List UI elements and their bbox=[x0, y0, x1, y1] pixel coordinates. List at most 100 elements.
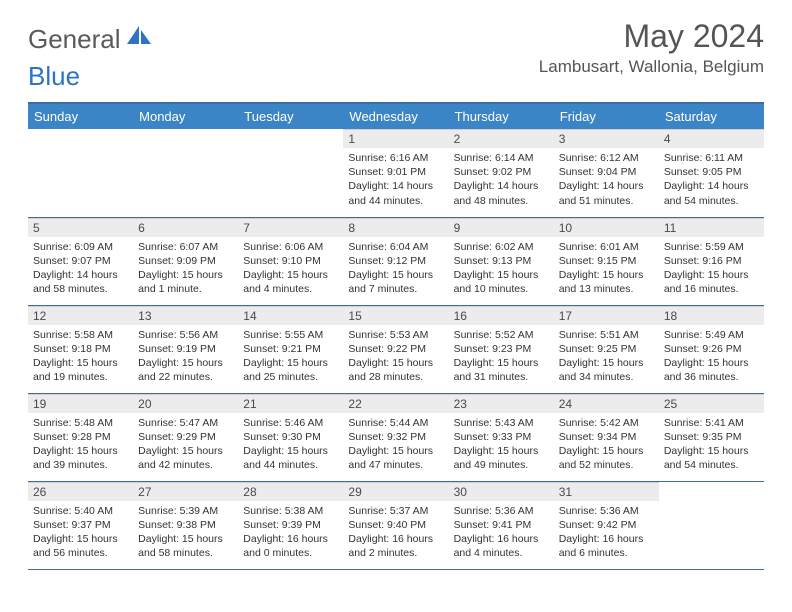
calendar-day-cell: 17Sunrise: 5:51 AMSunset: 9:25 PMDayligh… bbox=[554, 305, 659, 393]
calendar-day-cell: 10Sunrise: 6:01 AMSunset: 9:15 PMDayligh… bbox=[554, 217, 659, 305]
day-number: 22 bbox=[343, 394, 448, 413]
weekday-header: Friday bbox=[554, 103, 659, 129]
weekday-header-row: SundayMondayTuesdayWednesdayThursdayFrid… bbox=[28, 103, 764, 129]
day-number: 8 bbox=[343, 218, 448, 237]
day-details: Sunrise: 6:11 AMSunset: 9:05 PMDaylight:… bbox=[659, 148, 764, 212]
calendar-day-cell: 8Sunrise: 6:04 AMSunset: 9:12 PMDaylight… bbox=[343, 217, 448, 305]
weekday-header: Wednesday bbox=[343, 103, 448, 129]
day-number: 23 bbox=[449, 394, 554, 413]
day-details: Sunrise: 6:04 AMSunset: 9:12 PMDaylight:… bbox=[343, 237, 448, 301]
calendar-week-row: 19Sunrise: 5:48 AMSunset: 9:28 PMDayligh… bbox=[28, 393, 764, 481]
calendar-day-cell: 21Sunrise: 5:46 AMSunset: 9:30 PMDayligh… bbox=[238, 393, 343, 481]
day-details: Sunrise: 5:55 AMSunset: 9:21 PMDaylight:… bbox=[238, 325, 343, 389]
calendar-week-row: 26Sunrise: 5:40 AMSunset: 9:37 PMDayligh… bbox=[28, 481, 764, 569]
calendar-day-cell: .. bbox=[28, 129, 133, 217]
brand-part2: Blue bbox=[28, 61, 80, 92]
day-number: 12 bbox=[28, 306, 133, 325]
day-number: 13 bbox=[133, 306, 238, 325]
month-title: May 2024 bbox=[539, 18, 764, 55]
day-number: 29 bbox=[343, 482, 448, 501]
day-details: Sunrise: 5:59 AMSunset: 9:16 PMDaylight:… bbox=[659, 237, 764, 301]
calendar-table: SundayMondayTuesdayWednesdayThursdayFrid… bbox=[28, 102, 764, 570]
day-number: 31 bbox=[554, 482, 659, 501]
calendar-day-cell: 2Sunrise: 6:14 AMSunset: 9:02 PMDaylight… bbox=[449, 129, 554, 217]
day-number: 9 bbox=[449, 218, 554, 237]
weekday-header: Thursday bbox=[449, 103, 554, 129]
weekday-header: Sunday bbox=[28, 103, 133, 129]
day-number: 2 bbox=[449, 129, 554, 148]
day-number: 17 bbox=[554, 306, 659, 325]
calendar-day-cell: 31Sunrise: 5:36 AMSunset: 9:42 PMDayligh… bbox=[554, 481, 659, 569]
day-details: Sunrise: 5:36 AMSunset: 9:41 PMDaylight:… bbox=[449, 501, 554, 565]
day-details: Sunrise: 5:49 AMSunset: 9:26 PMDaylight:… bbox=[659, 325, 764, 389]
calendar-day-cell: 7Sunrise: 6:06 AMSunset: 9:10 PMDaylight… bbox=[238, 217, 343, 305]
day-number: 1 bbox=[343, 129, 448, 148]
weekday-header: Saturday bbox=[659, 103, 764, 129]
calendar-body: ......1Sunrise: 6:16 AMSunset: 9:01 PMDa… bbox=[28, 129, 764, 569]
calendar-day-cell: 1Sunrise: 6:16 AMSunset: 9:01 PMDaylight… bbox=[343, 129, 448, 217]
day-number: 27 bbox=[133, 482, 238, 501]
day-number: 30 bbox=[449, 482, 554, 501]
calendar-day-cell: .. bbox=[238, 129, 343, 217]
calendar-week-row: ......1Sunrise: 6:16 AMSunset: 9:01 PMDa… bbox=[28, 129, 764, 217]
day-details: Sunrise: 5:38 AMSunset: 9:39 PMDaylight:… bbox=[238, 501, 343, 565]
calendar-day-cell: 28Sunrise: 5:38 AMSunset: 9:39 PMDayligh… bbox=[238, 481, 343, 569]
day-details: Sunrise: 5:39 AMSunset: 9:38 PMDaylight:… bbox=[133, 501, 238, 565]
calendar-day-cell: 15Sunrise: 5:53 AMSunset: 9:22 PMDayligh… bbox=[343, 305, 448, 393]
day-details: Sunrise: 5:53 AMSunset: 9:22 PMDaylight:… bbox=[343, 325, 448, 389]
calendar-week-row: 12Sunrise: 5:58 AMSunset: 9:18 PMDayligh… bbox=[28, 305, 764, 393]
day-details: Sunrise: 5:41 AMSunset: 9:35 PMDaylight:… bbox=[659, 413, 764, 477]
calendar-day-cell: .. bbox=[133, 129, 238, 217]
day-number: 15 bbox=[343, 306, 448, 325]
day-details: Sunrise: 6:07 AMSunset: 9:09 PMDaylight:… bbox=[133, 237, 238, 301]
calendar-day-cell: 26Sunrise: 5:40 AMSunset: 9:37 PMDayligh… bbox=[28, 481, 133, 569]
day-number: 21 bbox=[238, 394, 343, 413]
day-details: Sunrise: 5:52 AMSunset: 9:23 PMDaylight:… bbox=[449, 325, 554, 389]
calendar-day-cell: 11Sunrise: 5:59 AMSunset: 9:16 PMDayligh… bbox=[659, 217, 764, 305]
calendar-day-cell: 24Sunrise: 5:42 AMSunset: 9:34 PMDayligh… bbox=[554, 393, 659, 481]
day-number: 28 bbox=[238, 482, 343, 501]
day-details: Sunrise: 5:36 AMSunset: 9:42 PMDaylight:… bbox=[554, 501, 659, 565]
calendar-day-cell: 30Sunrise: 5:36 AMSunset: 9:41 PMDayligh… bbox=[449, 481, 554, 569]
day-number: 26 bbox=[28, 482, 133, 501]
calendar-day-cell: 22Sunrise: 5:44 AMSunset: 9:32 PMDayligh… bbox=[343, 393, 448, 481]
calendar-week-row: 5Sunrise: 6:09 AMSunset: 9:07 PMDaylight… bbox=[28, 217, 764, 305]
calendar-day-cell: 12Sunrise: 5:58 AMSunset: 9:18 PMDayligh… bbox=[28, 305, 133, 393]
day-number: 18 bbox=[659, 306, 764, 325]
day-details: Sunrise: 5:51 AMSunset: 9:25 PMDaylight:… bbox=[554, 325, 659, 389]
day-details: Sunrise: 5:56 AMSunset: 9:19 PMDaylight:… bbox=[133, 325, 238, 389]
day-details: Sunrise: 5:46 AMSunset: 9:30 PMDaylight:… bbox=[238, 413, 343, 477]
day-number: 3 bbox=[554, 129, 659, 148]
day-details: Sunrise: 5:40 AMSunset: 9:37 PMDaylight:… bbox=[28, 501, 133, 565]
day-number: 19 bbox=[28, 394, 133, 413]
day-details: Sunrise: 5:44 AMSunset: 9:32 PMDaylight:… bbox=[343, 413, 448, 477]
day-number: 4 bbox=[659, 129, 764, 148]
calendar-day-cell: 5Sunrise: 6:09 AMSunset: 9:07 PMDaylight… bbox=[28, 217, 133, 305]
calendar-day-cell: 14Sunrise: 5:55 AMSunset: 9:21 PMDayligh… bbox=[238, 305, 343, 393]
weekday-header: Tuesday bbox=[238, 103, 343, 129]
brand-part1: General bbox=[28, 24, 121, 55]
calendar-day-cell: 29Sunrise: 5:37 AMSunset: 9:40 PMDayligh… bbox=[343, 481, 448, 569]
location-text: Lambusart, Wallonia, Belgium bbox=[539, 57, 764, 77]
calendar-day-cell: 16Sunrise: 5:52 AMSunset: 9:23 PMDayligh… bbox=[449, 305, 554, 393]
day-number: 20 bbox=[133, 394, 238, 413]
day-details: Sunrise: 6:16 AMSunset: 9:01 PMDaylight:… bbox=[343, 148, 448, 212]
calendar-day-cell: 25Sunrise: 5:41 AMSunset: 9:35 PMDayligh… bbox=[659, 393, 764, 481]
day-number: 25 bbox=[659, 394, 764, 413]
calendar-day-cell: 19Sunrise: 5:48 AMSunset: 9:28 PMDayligh… bbox=[28, 393, 133, 481]
calendar-day-cell: 6Sunrise: 6:07 AMSunset: 9:09 PMDaylight… bbox=[133, 217, 238, 305]
day-number: 14 bbox=[238, 306, 343, 325]
calendar-day-cell: 18Sunrise: 5:49 AMSunset: 9:26 PMDayligh… bbox=[659, 305, 764, 393]
calendar-day-cell: .. bbox=[659, 481, 764, 569]
calendar-day-cell: 9Sunrise: 6:02 AMSunset: 9:13 PMDaylight… bbox=[449, 217, 554, 305]
day-details: Sunrise: 6:06 AMSunset: 9:10 PMDaylight:… bbox=[238, 237, 343, 301]
day-details: Sunrise: 5:42 AMSunset: 9:34 PMDaylight:… bbox=[554, 413, 659, 477]
calendar-day-cell: 20Sunrise: 5:47 AMSunset: 9:29 PMDayligh… bbox=[133, 393, 238, 481]
calendar-day-cell: 13Sunrise: 5:56 AMSunset: 9:19 PMDayligh… bbox=[133, 305, 238, 393]
day-details: Sunrise: 5:43 AMSunset: 9:33 PMDaylight:… bbox=[449, 413, 554, 477]
day-details: Sunrise: 5:48 AMSunset: 9:28 PMDaylight:… bbox=[28, 413, 133, 477]
brand-sail-icon bbox=[125, 24, 153, 55]
day-number: 7 bbox=[238, 218, 343, 237]
day-number: 10 bbox=[554, 218, 659, 237]
weekday-header: Monday bbox=[133, 103, 238, 129]
